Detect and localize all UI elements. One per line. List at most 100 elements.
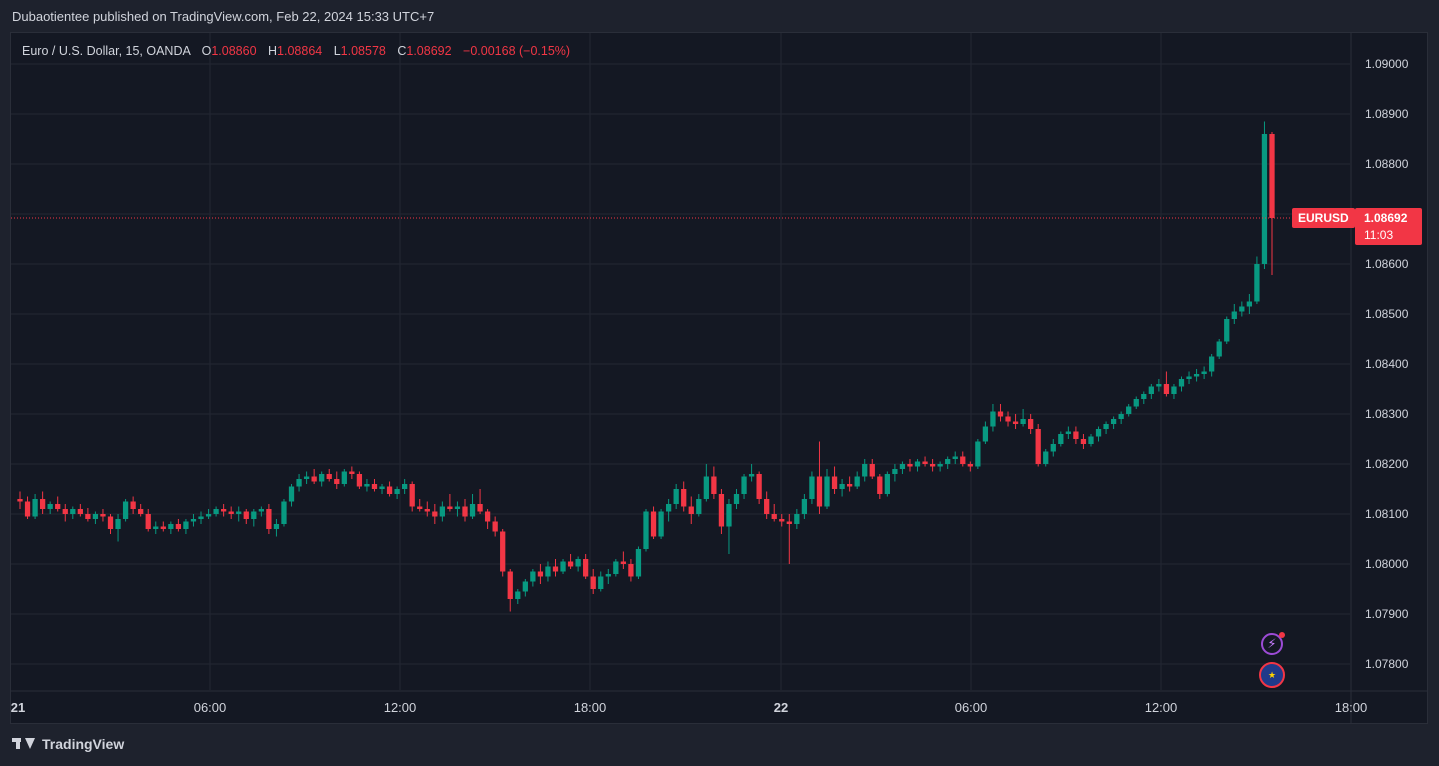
candle (1126, 406, 1132, 414)
candle (386, 486, 393, 494)
price-tick-label: 1.08200 (1365, 457, 1409, 471)
candle (1020, 419, 1026, 424)
low-value: 1.08578 (340, 44, 386, 58)
candle (929, 464, 936, 467)
candle (748, 474, 755, 477)
candle (1028, 419, 1034, 429)
candle (703, 476, 709, 499)
candle (303, 476, 310, 479)
candle (515, 591, 521, 599)
tradingview-brand[interactable]: TradingView (12, 736, 124, 752)
candle (613, 561, 619, 574)
candle (726, 504, 732, 527)
candle (341, 471, 347, 484)
close-label: C (397, 44, 407, 58)
bar-countdown: 11:03 (1364, 228, 1394, 242)
price-tick-label: 1.08600 (1365, 257, 1409, 271)
candle (349, 471, 355, 474)
candle (122, 501, 129, 519)
publisher-line: Dubaotientee published on TradingView.co… (12, 9, 435, 24)
candle (273, 524, 280, 529)
candle (922, 461, 928, 464)
candle (1224, 319, 1230, 342)
candle (884, 474, 890, 494)
candle (560, 561, 566, 572)
open-label: O (201, 44, 212, 58)
candle (1171, 386, 1177, 394)
candle (70, 509, 76, 514)
candle (85, 514, 91, 519)
candle (530, 571, 536, 582)
candle (711, 476, 717, 494)
candle (47, 504, 53, 509)
candle (454, 506, 461, 509)
candle (32, 499, 38, 517)
candle (658, 511, 664, 537)
last-price-box: 1.08692 11:03 (1355, 208, 1422, 245)
candle (688, 506, 694, 514)
flash-icon[interactable]: ⚡ (1261, 632, 1285, 655)
candle (266, 509, 272, 529)
candle (1043, 451, 1049, 464)
price-tick-label: 1.08300 (1365, 407, 1409, 421)
candle (1216, 341, 1222, 357)
candle (205, 514, 212, 517)
candle (1261, 134, 1268, 264)
candle (1239, 306, 1245, 312)
time-tick-label: 22 (774, 700, 788, 715)
candle (160, 526, 166, 529)
candle (251, 511, 257, 519)
candle (447, 506, 453, 509)
candle (590, 576, 596, 589)
candle (1156, 384, 1162, 387)
high-value: 1.08864 (277, 44, 323, 58)
candle (1209, 356, 1215, 372)
candle (1005, 416, 1011, 422)
candle (153, 526, 159, 529)
symbol-description[interactable]: Euro / U.S. Dollar, 15, OANDA (22, 44, 191, 58)
candle (952, 456, 958, 459)
close-value: 1.08692 (406, 44, 452, 58)
candle (424, 509, 430, 512)
candle (816, 476, 823, 507)
candle (794, 514, 800, 524)
time-tick-label: 06:00 (194, 700, 227, 715)
candle (334, 479, 340, 484)
candle (718, 494, 725, 527)
candle (364, 484, 370, 487)
candle (409, 484, 415, 507)
price-tick-label: 1.08800 (1365, 157, 1409, 171)
candle (877, 476, 883, 494)
high-label: H (268, 44, 278, 58)
candle (1201, 371, 1207, 374)
candle (77, 509, 83, 514)
eu-flag-icon[interactable]: ★ (1259, 662, 1285, 688)
candle (937, 464, 943, 467)
price-tick-label: 1.08100 (1365, 507, 1409, 521)
candle (982, 426, 989, 442)
change-value: −0.00168 (−0.15%) (463, 44, 571, 58)
candle (1269, 134, 1275, 218)
time-tick-label: 12:00 (1145, 700, 1178, 715)
candle (183, 521, 189, 529)
candle (17, 499, 23, 502)
candle (439, 506, 446, 517)
candle (24, 501, 31, 517)
candle (371, 484, 378, 489)
candle (319, 474, 325, 482)
candle (967, 464, 973, 467)
candle (198, 516, 204, 519)
candle (567, 561, 574, 567)
last-price-value: 1.08692 (1364, 211, 1408, 225)
candle (281, 501, 287, 524)
candle (311, 476, 317, 482)
price-tick-label: 1.07800 (1365, 657, 1409, 671)
candle (650, 511, 657, 537)
candle (1095, 429, 1102, 437)
candle (839, 484, 845, 489)
candle (846, 484, 853, 487)
price-tick-label: 1.08400 (1365, 357, 1409, 371)
candle (741, 476, 747, 494)
candle (945, 459, 951, 464)
